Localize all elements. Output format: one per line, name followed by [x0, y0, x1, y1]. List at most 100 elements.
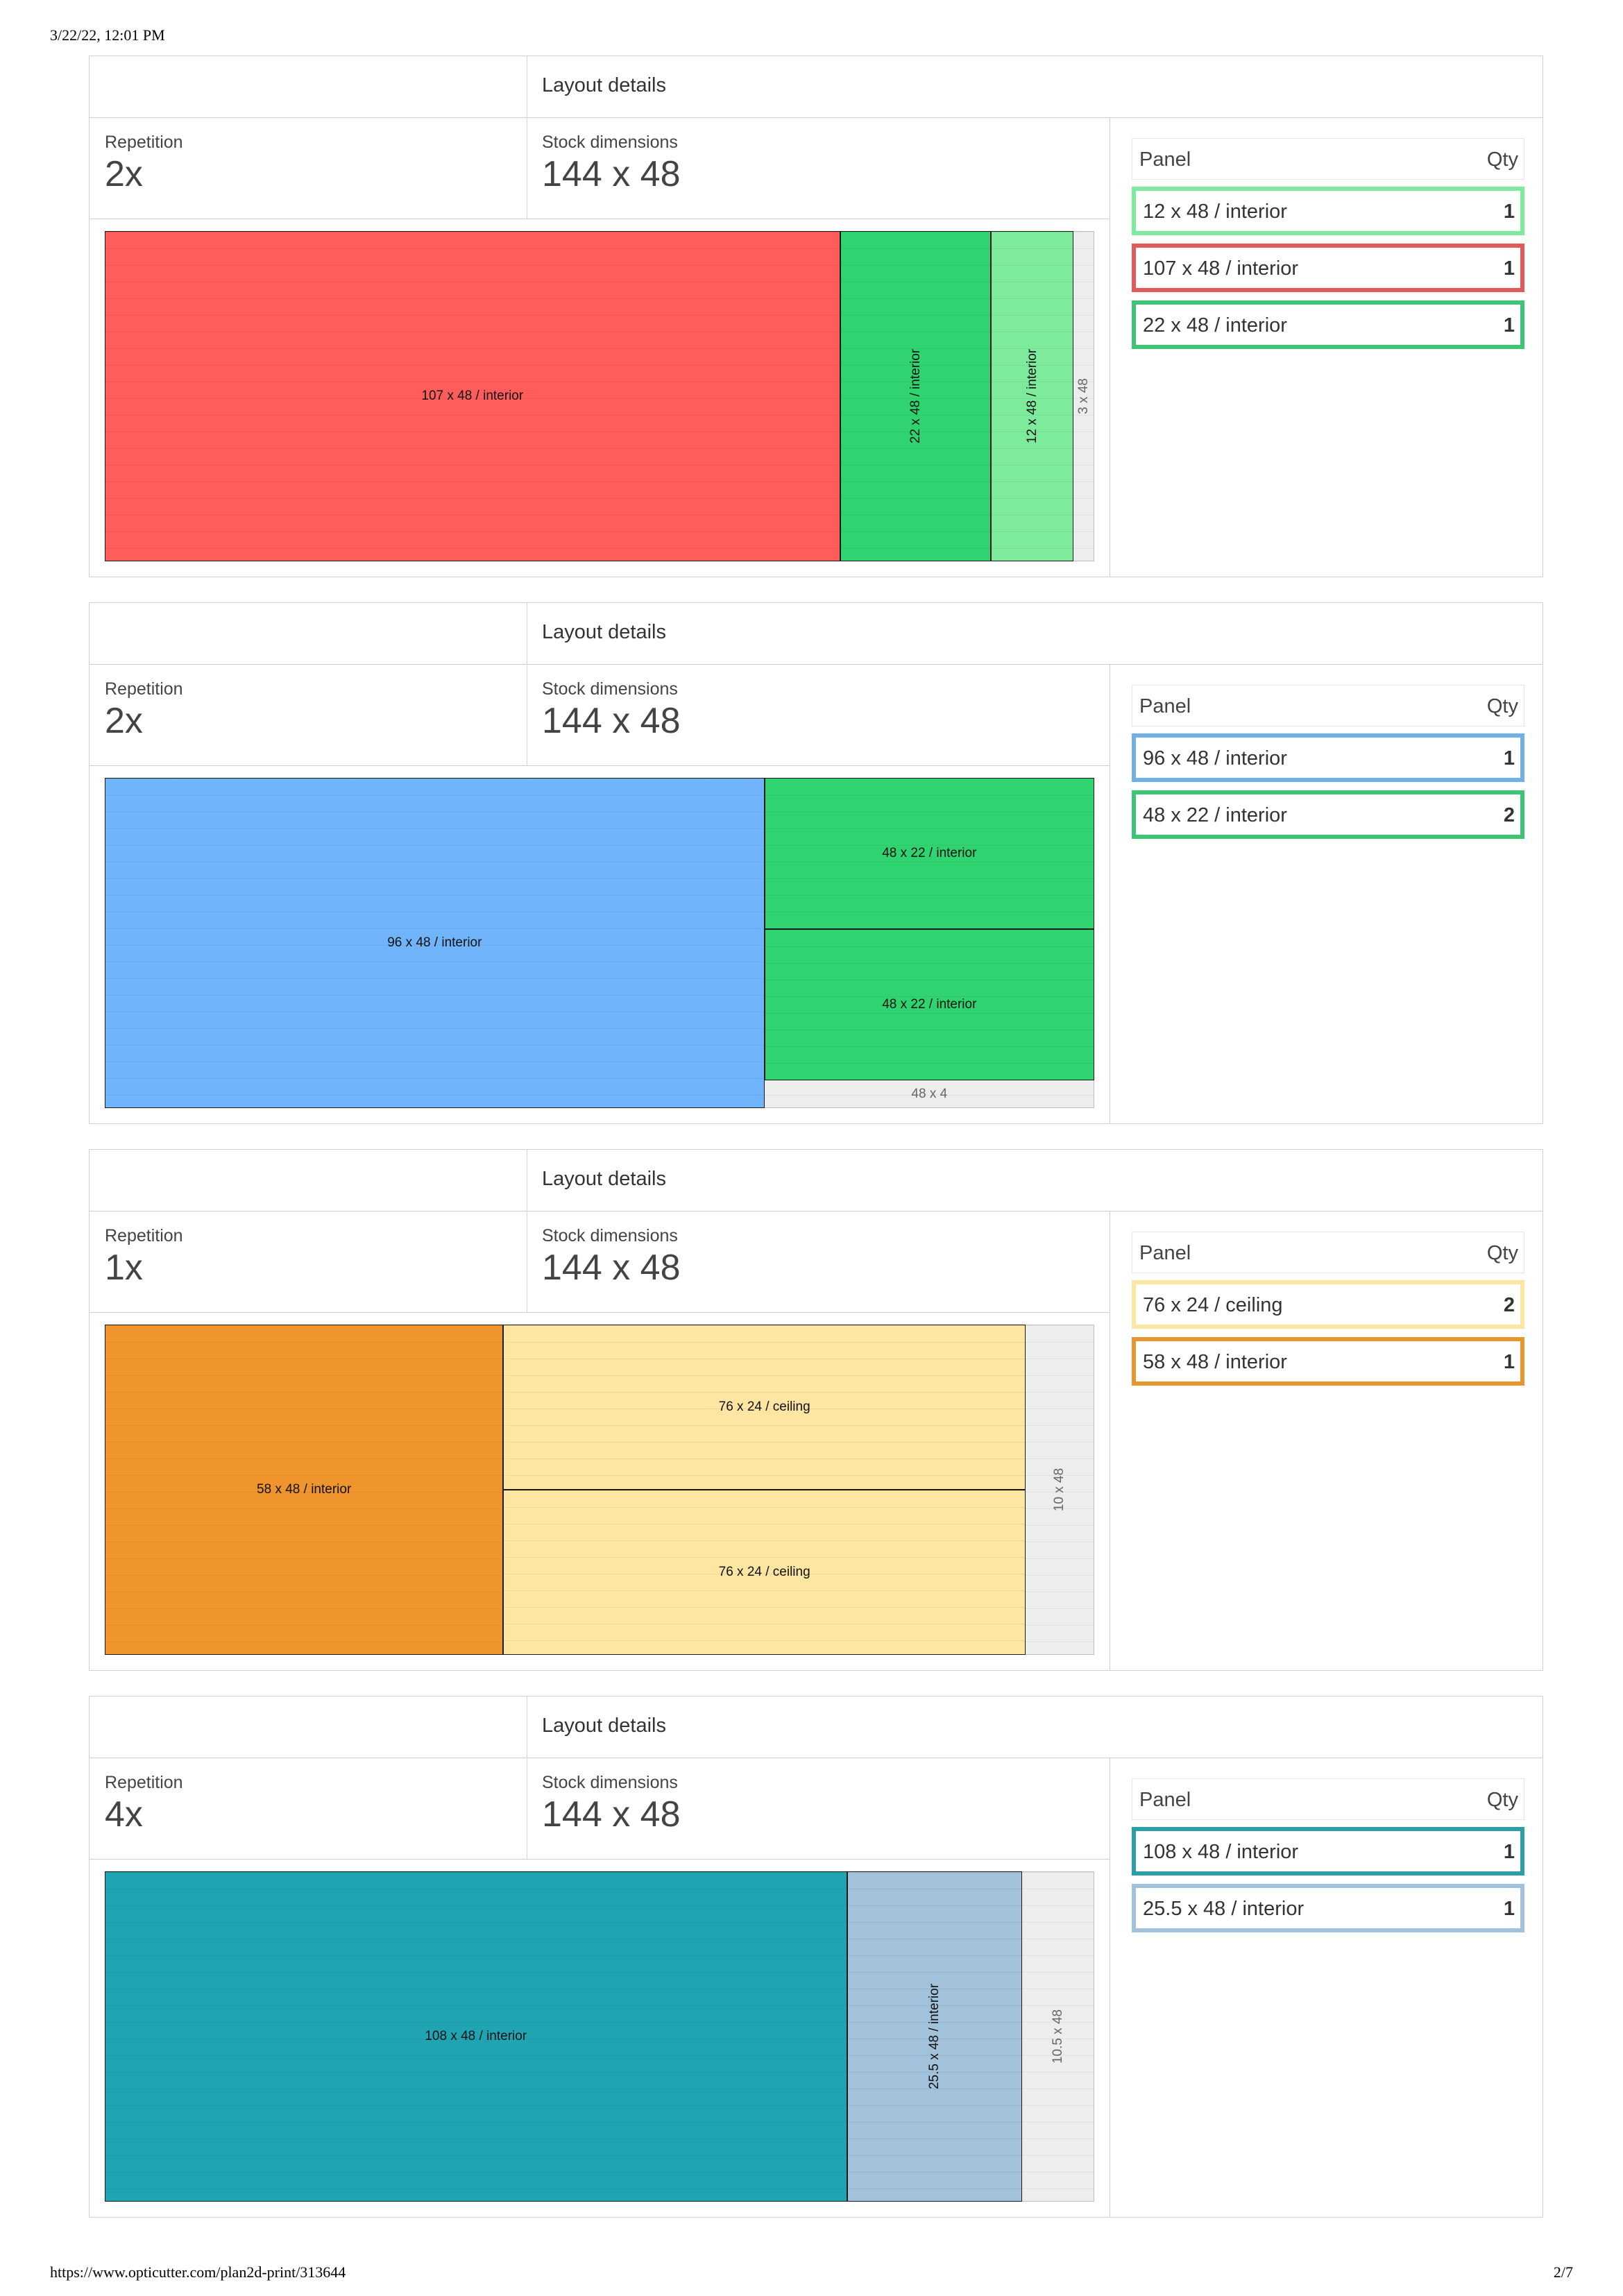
panel-qty: 2	[1503, 804, 1515, 826]
panel-row[interactable]: 48 x 22 / interior 2	[1132, 790, 1524, 839]
cut-piece[interactable]: 12 x 48 / interior	[991, 231, 1074, 561]
layout-header-row: Layout details	[90, 56, 1543, 118]
print-footer-url: https://www.opticutter.com/plan2d-print/…	[50, 2263, 346, 2281]
panel-name: 107 x 48 / interior	[1143, 257, 1299, 280]
panel-qty: 2	[1503, 1294, 1515, 1316]
panel-qty: 1	[1503, 257, 1515, 280]
panel-qty: 1	[1503, 1898, 1515, 1920]
repetition-label: Repetition	[105, 1773, 183, 1792]
cut-piece[interactable]: 107 x 48 / interior	[105, 231, 840, 561]
stock-dimensions-cell: Stock dimensions 144 x 48	[527, 1211, 1110, 1313]
panel-row[interactable]: 58 x 48 / interior 1	[1132, 1337, 1524, 1386]
cut-piece[interactable]: 76 x 24 / ceiling	[503, 1490, 1026, 1655]
cut-piece[interactable]: 25.5 x 48 / interior	[847, 1871, 1023, 2202]
cut-layout-diagram: 10 x 48 58 x 48 / interior 76 x 24 / ceili…	[105, 1325, 1094, 1655]
offcut-area: 3 x 48	[1073, 231, 1094, 561]
panel-row[interactable]: 107 x 48 / interior 1	[1132, 244, 1524, 292]
panel-name: 96 x 48 / interior	[1143, 747, 1287, 769]
stock-dimensions-cell: Stock dimensions 144 x 48	[527, 1758, 1110, 1860]
cut-piece-label: 96 x 48 / interior	[387, 935, 482, 950]
stock-dimensions-value: 144 x 48	[542, 1794, 681, 1835]
layout-card: Layout details Repetition 4x Stock dimensio…	[89, 1696, 1543, 2218]
panel-row[interactable]: 22 x 48 / interior 1	[1132, 300, 1524, 349]
layout-title: Layout details	[542, 74, 666, 96]
panel-qty: 1	[1503, 747, 1515, 769]
layout-card: Layout details Repetition 2x Stock dimensio…	[89, 56, 1543, 577]
panel-row[interactable]: 12 x 48 / interior 1	[1132, 187, 1524, 235]
cut-piece-label: 48 x 22 / interior	[882, 997, 977, 1012]
layout-card: Layout details Repetition 2x Stock dimensio…	[89, 602, 1543, 1124]
panel-qty: 1	[1503, 1841, 1515, 1863]
panel-column-header: Panel	[1139, 148, 1191, 171]
panel-name: 108 x 48 / interior	[1143, 1841, 1299, 1863]
offcut-area: 10.5 x 48	[1022, 1871, 1094, 2202]
stock-dimensions-value: 144 x 48	[542, 701, 681, 741]
cut-piece[interactable]: 76 x 24 / ceiling	[503, 1325, 1026, 1490]
panel-qty: 1	[1503, 201, 1515, 223]
stock-dimensions-label: Stock dimensions	[542, 1773, 678, 1792]
panel-name: 76 x 24 / ceiling	[1143, 1294, 1283, 1316]
cut-piece-label: 48 x 22 / interior	[882, 846, 977, 861]
repetition-label: Repetition	[105, 133, 183, 152]
panel-row[interactable]: 96 x 48 / interior 1	[1132, 733, 1524, 782]
layout-header-row: Layout details	[90, 1697, 1543, 1758]
offcut-label: 10.5 x 48	[1051, 2009, 1065, 2064]
stock-dimensions-value: 144 x 48	[542, 154, 681, 194]
panel-list-header: Panel Qty	[1132, 138, 1524, 180]
stock-dimensions-label: Stock dimensions	[542, 1226, 678, 1245]
cut-piece-label: 25.5 x 48 / interior	[926, 1983, 942, 2090]
cut-piece-label: 12 x 48 / interior	[1024, 348, 1039, 444]
panel-column-header: Panel	[1139, 695, 1191, 717]
panel-list: Panel Qty 96 x 48 / interior 1 48 x 22 / int…	[1132, 685, 1524, 847]
panel-qty: 1	[1503, 314, 1515, 337]
offcut-label: 10 x 48	[1052, 1468, 1067, 1512]
panel-list: Panel Qty 12 x 48 / interior 1 107 x 48 / in…	[1132, 138, 1524, 357]
panel-column-header: Panel	[1139, 1242, 1191, 1264]
panel-row[interactable]: 108 x 48 / interior 1	[1132, 1827, 1524, 1876]
cut-piece[interactable]: 58 x 48 / interior	[105, 1325, 504, 1655]
layout-header-spacer	[90, 1150, 527, 1211]
cut-piece[interactable]: 96 x 48 / interior	[105, 778, 765, 1108]
layout-header-spacer	[90, 603, 527, 664]
layout-header-row: Layout details	[90, 1150, 1543, 1211]
cut-piece-label: 22 x 48 / interior	[908, 348, 923, 444]
cut-piece[interactable]: 48 x 22 / interior	[764, 778, 1094, 930]
cut-piece-label: 108 x 48 / interior	[425, 2029, 527, 2043]
stock-dimensions-label: Stock dimensions	[542, 133, 678, 152]
panel-name: 58 x 48 / interior	[1143, 1351, 1287, 1373]
panel-row[interactable]: 25.5 x 48 / interior 1	[1132, 1884, 1524, 1932]
panel-list: Panel Qty 76 x 24 / ceiling 2 58 x 48 / inte…	[1132, 1232, 1524, 1394]
layout-title: Layout details	[542, 1168, 666, 1190]
panel-name: 12 x 48 / interior	[1143, 201, 1287, 223]
repetition-cell: Repetition 2x	[90, 664, 527, 766]
layout-title: Layout details	[542, 1715, 666, 1737]
panel-column-header: Panel	[1139, 1789, 1191, 1811]
qty-column-header: Qty	[1486, 1242, 1518, 1264]
panel-list: Panel Qty 108 x 48 / interior 1 25.5 x 48 / …	[1132, 1778, 1524, 1941]
print-footer-page-number: 2/7	[1553, 2263, 1573, 2281]
panel-list-header: Panel Qty	[1132, 1232, 1524, 1273]
repetition-label: Repetition	[105, 679, 183, 699]
qty-column-header: Qty	[1486, 1789, 1518, 1811]
panel-name: 25.5 x 48 / interior	[1143, 1898, 1305, 1920]
qty-column-header: Qty	[1486, 148, 1518, 171]
cut-piece[interactable]: 22 x 48 / interior	[840, 231, 992, 561]
repetition-cell: Repetition 2x	[90, 117, 527, 219]
cut-layout-diagram: 10.5 x 48 108 x 48 / interior 25.5 x 48 / …	[105, 1871, 1094, 2202]
qty-column-header: Qty	[1486, 695, 1518, 717]
cut-piece[interactable]: 108 x 48 / interior	[105, 1871, 847, 2202]
stock-dimensions-value: 144 x 48	[542, 1248, 681, 1288]
offcut-area: 48 x 4	[765, 1080, 1094, 1108]
cut-piece-label: 76 x 24 / ceiling	[718, 1565, 810, 1579]
panel-row[interactable]: 76 x 24 / ceiling 2	[1132, 1280, 1524, 1329]
repetition-value: 2x	[105, 154, 143, 194]
cut-piece-label: 58 x 48 / interior	[257, 1482, 352, 1497]
offcut-label: 48 x 4	[911, 1087, 948, 1102]
cut-piece[interactable]: 48 x 22 / interior	[764, 929, 1094, 1081]
layout-header-spacer	[90, 1697, 527, 1758]
repetition-cell: Repetition 1x	[90, 1211, 527, 1313]
cut-piece-label: 107 x 48 / interior	[421, 389, 524, 403]
panel-name: 48 x 22 / interior	[1143, 804, 1287, 826]
layout-header-spacer	[90, 56, 527, 117]
stock-dimensions-cell: Stock dimensions 144 x 48	[527, 117, 1110, 219]
